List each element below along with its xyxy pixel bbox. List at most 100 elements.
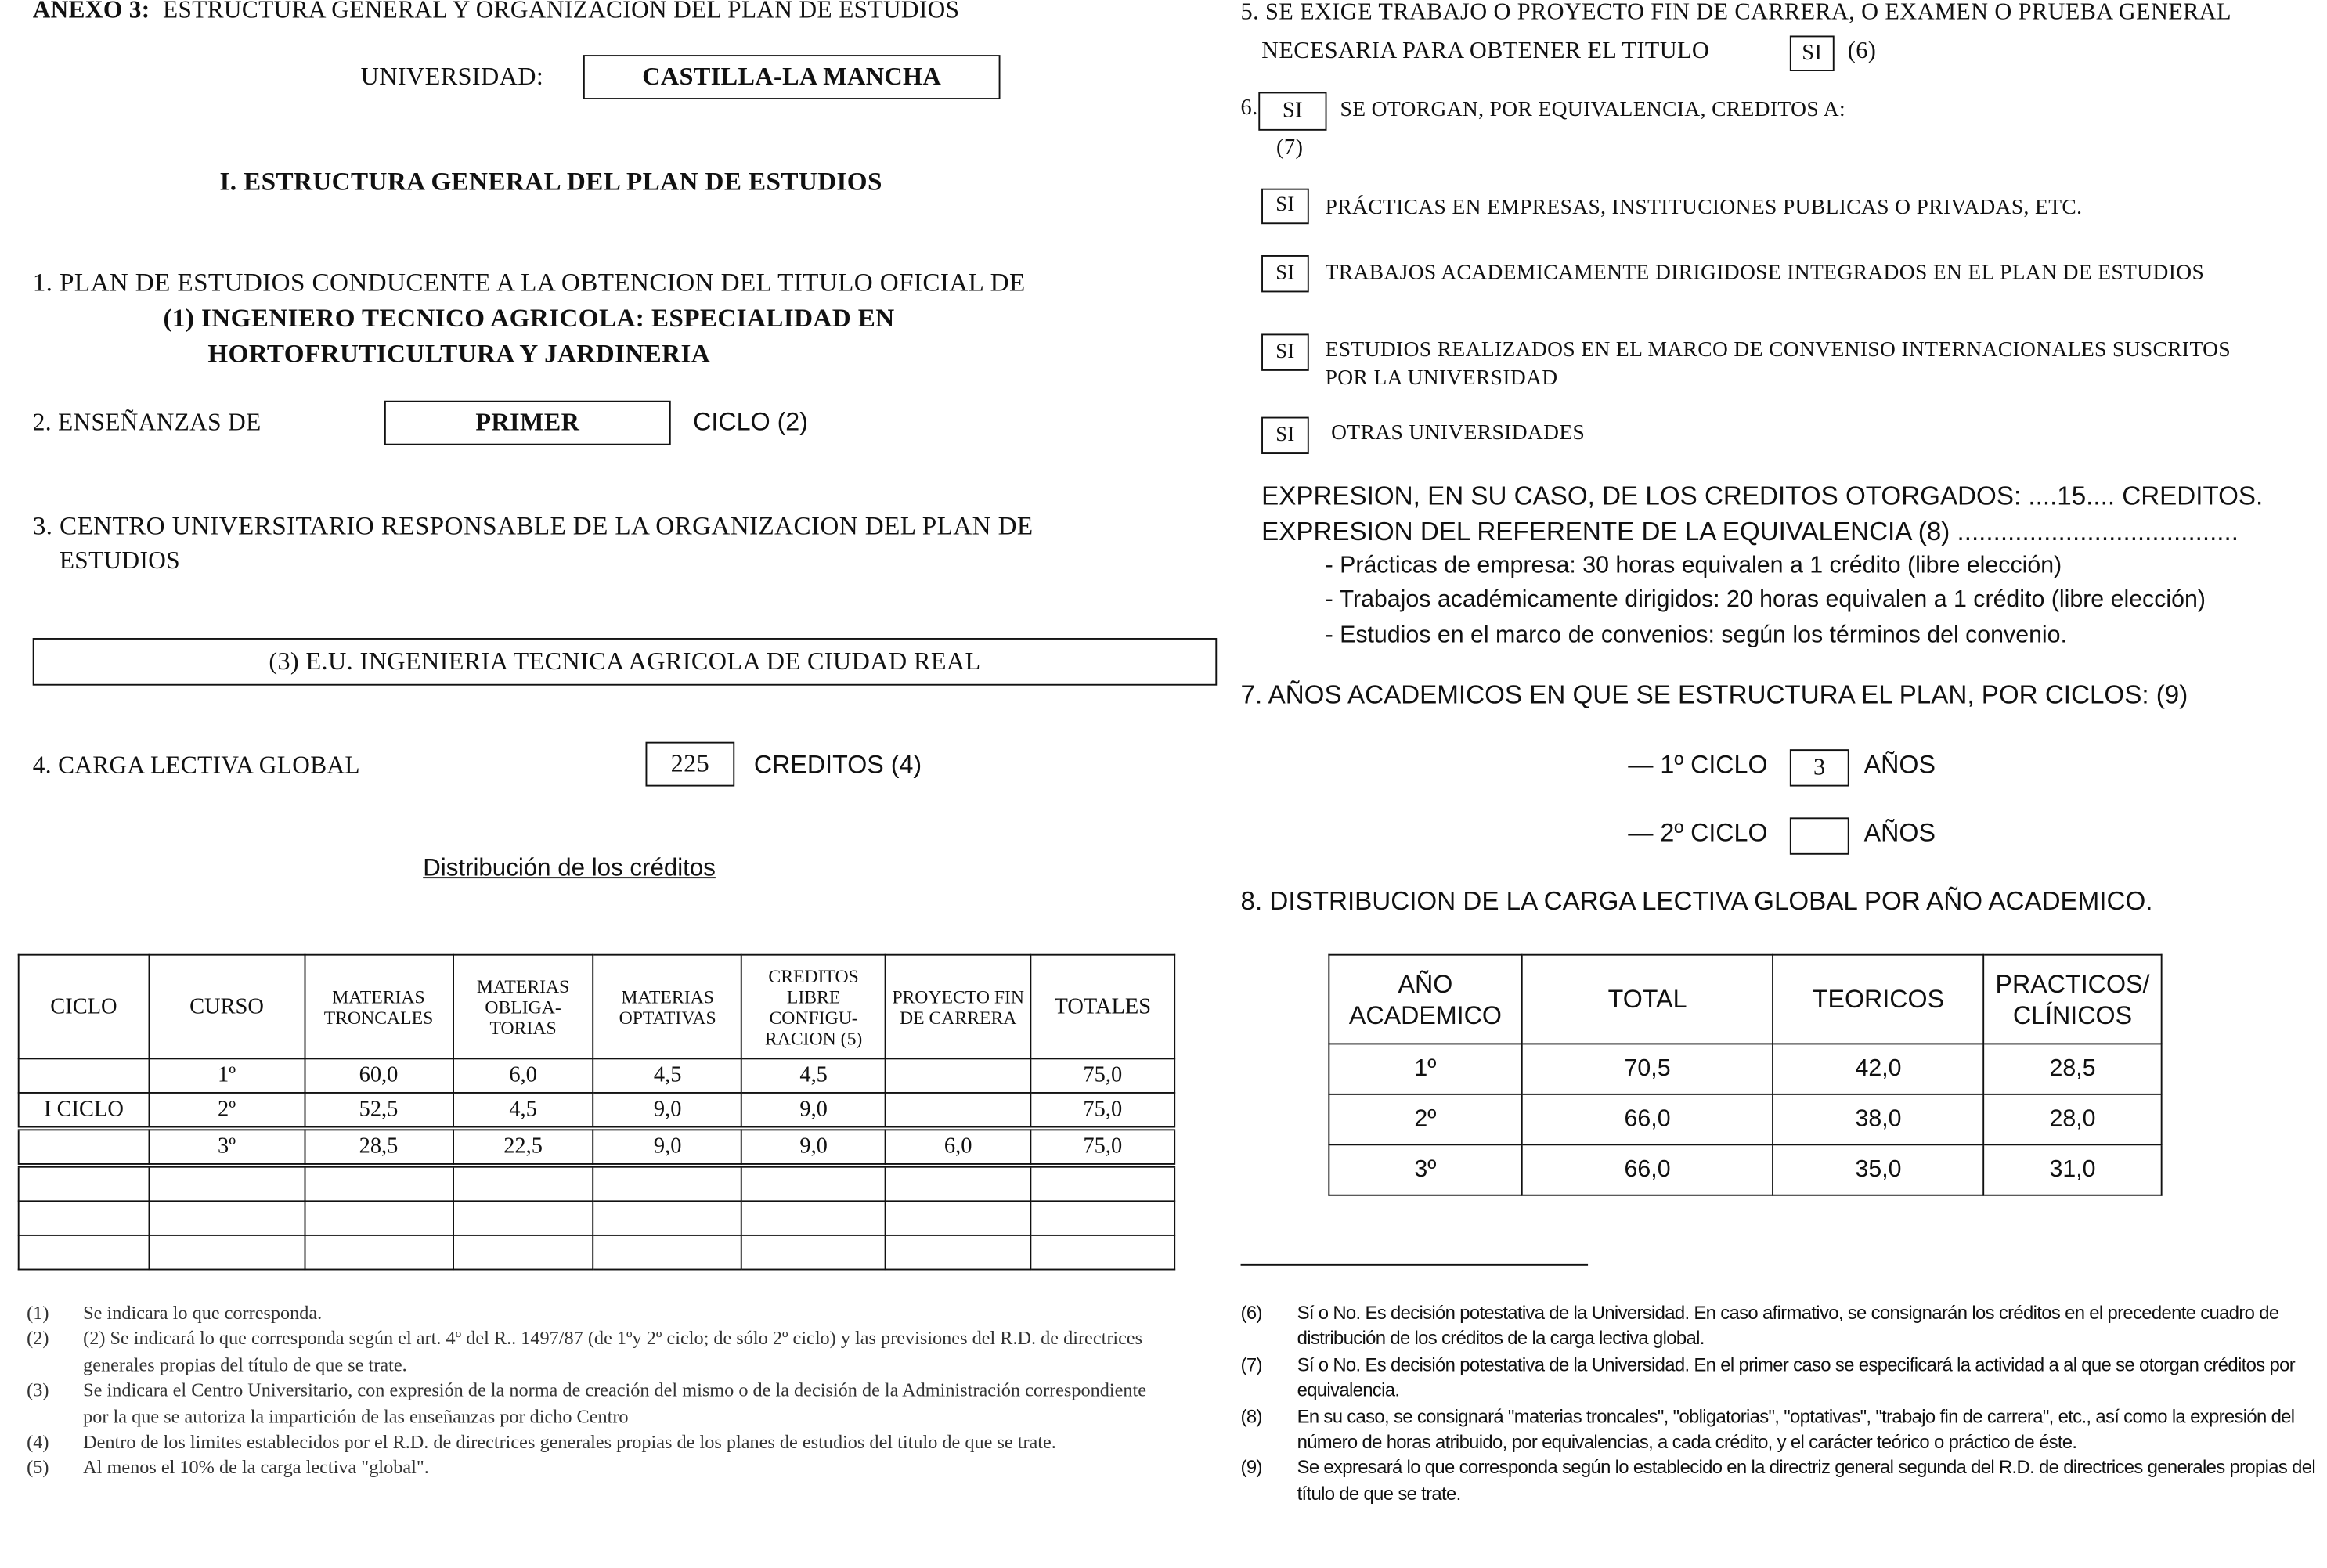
header-curso: CURSO <box>148 953 305 1060</box>
annex-title: ANEXO 3: <box>32 0 150 24</box>
table-cell: 2º <box>1328 1093 1523 1146</box>
equivalence-item: - Estudios en el marco de convenios: seg… <box>1325 623 2067 649</box>
item5-line1: 5. SE EXIGE TRABAJO O PROYECTO FIN DE CA… <box>1240 0 2231 26</box>
footnote-number: (7) <box>1240 1354 1263 1375</box>
table-cell <box>1030 1164 1176 1202</box>
table-cell: 4,5 <box>452 1092 594 1130</box>
equivalence-item: - Trabajos académicamente dirigidos: 20 … <box>1325 587 2206 613</box>
equivalence-label-otras: OTRAS UNIVERSIDADES <box>1331 421 1586 445</box>
cycle2-years-value <box>1789 817 1849 855</box>
footnote: (9) Se expresará lo que corresponda según… <box>1241 1456 2325 1508</box>
footnote: (7) Sí o No. Es decisión potestativa de l… <box>1241 1353 2325 1404</box>
table-cell: 31,0 <box>1982 1144 2163 1196</box>
equivalence-value-convenios: SI <box>1261 333 1309 371</box>
header-proyecto: PROYECTO FIN DE CARRERA <box>884 953 1032 1060</box>
table-cell: I CICLO <box>17 1092 150 1130</box>
table-cell <box>452 1234 594 1271</box>
footnote-text: Dentro de los limites establecidos por e… <box>83 1432 1056 1453</box>
table-cell <box>884 1164 1032 1202</box>
annex-heading: ANEXO 3: ESTRUCTURA GENERAL Y ORGANIZACI… <box>33 0 960 25</box>
table-cell <box>884 1234 1032 1271</box>
footnote: (2) (2) Se indicará lo que corresponda se… <box>27 1327 1155 1379</box>
table-cell: 66,0 <box>1521 1093 1774 1146</box>
table-cell <box>741 1200 886 1236</box>
table-cell <box>452 1164 594 1202</box>
table-cell <box>17 1058 150 1094</box>
item6-note: (7) <box>1276 136 1304 160</box>
table-row: 1º 70,5 42,0 28,5 <box>1328 1043 2163 1095</box>
table-header-row: CICLO CURSO MATERIAS TRONCALES MATERIAS … <box>17 953 1176 1060</box>
degree-title-line2: HORTOFRUTICULTURA Y JARDINERIA <box>207 338 711 369</box>
header-ciclo: CICLO <box>17 953 150 1060</box>
table-cell: 2º <box>148 1092 305 1130</box>
cycle1-label: — 1º CICLO <box>1628 751 1768 780</box>
center-value: (3) E.U. INGENIERIA TECNICA AGRICOLA DE … <box>32 638 1218 686</box>
item5-line2: NECESARIA PARA OBTENER EL TITULO <box>1261 38 1710 64</box>
table-cell: 75,0 <box>1030 1092 1176 1130</box>
degree-title-line1: (1) INGENIERO TECNICO AGRICOLA: ESPECIAL… <box>163 302 895 333</box>
table-cell <box>452 1200 594 1236</box>
footnote-number: (8) <box>1240 1406 1263 1427</box>
table-cell <box>303 1234 454 1271</box>
footnote: (1) Se indicara lo que corresponda. <box>27 1301 1155 1327</box>
header-ano-academico: AÑO ACADEMICO <box>1328 953 1523 1045</box>
cycle-value: PRIMER <box>384 400 671 445</box>
item3-label-line1: 3. CENTRO UNIVERSITARIO RESPONSABLE DE L… <box>32 510 1034 540</box>
footnote-text: Al menos el 10% de la carga lectiva "glo… <box>83 1458 429 1479</box>
table-cell <box>884 1058 1032 1094</box>
table-cell: 9,0 <box>593 1092 743 1130</box>
university-label: UNIVERSIDAD: <box>360 62 544 91</box>
header-troncales: MATERIAS TRONCALES <box>303 953 454 1060</box>
header-totales: TOTALES <box>1030 953 1176 1060</box>
table-cell: 9,0 <box>741 1092 886 1130</box>
equivalence-label-convenios: ESTUDIOS REALIZADOS EN EL MARCO DE CONVE… <box>1325 338 2231 362</box>
header-obligatorias: MATERIAS OBLIGA-TORIAS <box>452 953 594 1060</box>
cycle-suffix: CICLO (2) <box>693 408 808 437</box>
section-title: I. ESTRUCTURA GENERAL DEL PLAN DE ESTUDI… <box>219 166 882 196</box>
table-cell <box>148 1164 305 1202</box>
table-row: 2º 66,0 38,0 28,0 <box>1328 1093 2163 1146</box>
footnote-text: Sí o No. Es decisión potestativa de la U… <box>1297 1354 2296 1401</box>
cycle1-years-value: 3 <box>1789 749 1849 787</box>
footnotes-left: (1) Se indicara lo que corresponda. (2) (2)… <box>27 1301 1155 1482</box>
item6-label: SE OTORGAN, POR EQUIVALENCIA, CREDITOS A… <box>1340 98 1845 122</box>
table-cell: 9,0 <box>593 1127 743 1166</box>
table-cell <box>148 1234 305 1271</box>
item4-label: 4. CARGA LECTIVA GLOBAL <box>32 751 360 780</box>
table-cell: 3º <box>148 1127 305 1166</box>
equivalence-value-trabajos: SI <box>1261 255 1309 293</box>
footnote-text: Sí o No. Es decisión potestativa de la U… <box>1297 1303 2280 1350</box>
credits-distribution-table: CICLO CURSO MATERIAS TRONCALES MATERIAS … <box>17 953 1176 1271</box>
table-cell <box>741 1164 886 1202</box>
table-cell <box>884 1092 1032 1130</box>
cycle2-label: — 2º CICLO <box>1628 819 1768 848</box>
table-header-row: AÑO ACADEMICO TOTAL TEORICOS PRACTICOS/ … <box>1328 953 2163 1045</box>
table-cell <box>17 1200 150 1236</box>
table-cell <box>593 1234 743 1271</box>
equivalence-label-trabajos: TRABAJOS ACADEMICAMENTE DIRIGIDOSE INTEG… <box>1325 261 2205 285</box>
equivalence-reference: EXPRESION DEL REFERENTE DE LA EQUIVALENC… <box>1261 516 2239 546</box>
table-cell <box>148 1200 305 1236</box>
table-cell <box>1030 1200 1176 1236</box>
item7-label: 7. AÑOS ACADEMICOS EN QUE SE ESTRUCTURA … <box>1240 679 2188 710</box>
item6-number: 6. <box>1240 96 1258 121</box>
table-cell: 60,0 <box>303 1058 454 1094</box>
footnote-text: En su caso, se consignará "materias tron… <box>1297 1406 2296 1453</box>
table-cell: 28,5 <box>303 1127 454 1166</box>
footnote-text: Se indicara lo que corresponda. <box>83 1303 323 1324</box>
header-optativas: MATERIAS OPTATIVAS <box>593 953 743 1060</box>
footnote: (4) Dentro de los limites establecidos po… <box>27 1430 1155 1456</box>
table-cell: 4,5 <box>741 1058 886 1094</box>
footnote-text: (2) Se indicará lo que corresponda según… <box>83 1328 1143 1375</box>
footnote-text: Se expresará lo que corresponda según lo… <box>1297 1458 2316 1505</box>
table-cell: 22,5 <box>452 1127 594 1166</box>
table-cell <box>593 1200 743 1236</box>
footnote: (3) Se indicara el Centro Universitario, … <box>27 1379 1155 1430</box>
annual-load-table: AÑO ACADEMICO TOTAL TEORICOS PRACTICOS/ … <box>1328 953 2163 1196</box>
footnote-divider <box>1240 1263 1589 1266</box>
table-cell <box>303 1164 454 1202</box>
header-total: TOTAL <box>1521 953 1774 1045</box>
item2-label: 2. ENSEÑANZAS DE <box>32 408 262 437</box>
university-value: CASTILLA-LA MANCHA <box>583 55 1001 99</box>
